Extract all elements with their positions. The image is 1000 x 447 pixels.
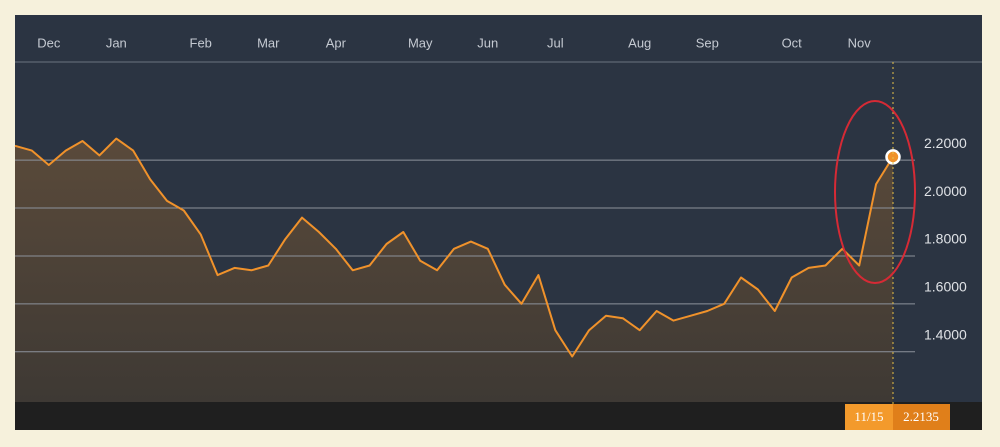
x-tick-label: Jul bbox=[547, 35, 564, 50]
x-tick-label: Oct bbox=[782, 35, 803, 50]
y-tick-label: 1.8000 bbox=[924, 231, 967, 247]
x-tick-label: Jun bbox=[477, 35, 498, 50]
x-tick-label: Feb bbox=[190, 35, 212, 50]
x-tick-label: Nov bbox=[848, 35, 872, 50]
x-tick-label: Apr bbox=[326, 35, 347, 50]
last-value-label: 2.2135 bbox=[903, 409, 939, 424]
date-box bbox=[845, 404, 893, 430]
highlight-ellipse bbox=[834, 100, 916, 284]
value-box bbox=[893, 404, 950, 430]
x-tick-label: Mar bbox=[257, 35, 280, 50]
x-tick-label: Sep bbox=[696, 35, 719, 50]
x-tick-label: Aug bbox=[628, 35, 651, 50]
area bbox=[15, 138, 893, 402]
y-tick-label: 2.2000 bbox=[924, 135, 967, 151]
x-tick-label: Jan bbox=[106, 35, 127, 50]
y-tick-label: 1.6000 bbox=[924, 279, 967, 295]
line bbox=[14, 137, 894, 358]
y-tick-label: 2.0000 bbox=[924, 183, 967, 199]
bottom-strip bbox=[15, 402, 982, 430]
x-tick-label: Dec bbox=[37, 35, 61, 50]
date-label: 11/15 bbox=[854, 409, 883, 424]
y-tick-label: 1.4000 bbox=[924, 326, 967, 342]
x-tick-label: May bbox=[408, 35, 433, 50]
